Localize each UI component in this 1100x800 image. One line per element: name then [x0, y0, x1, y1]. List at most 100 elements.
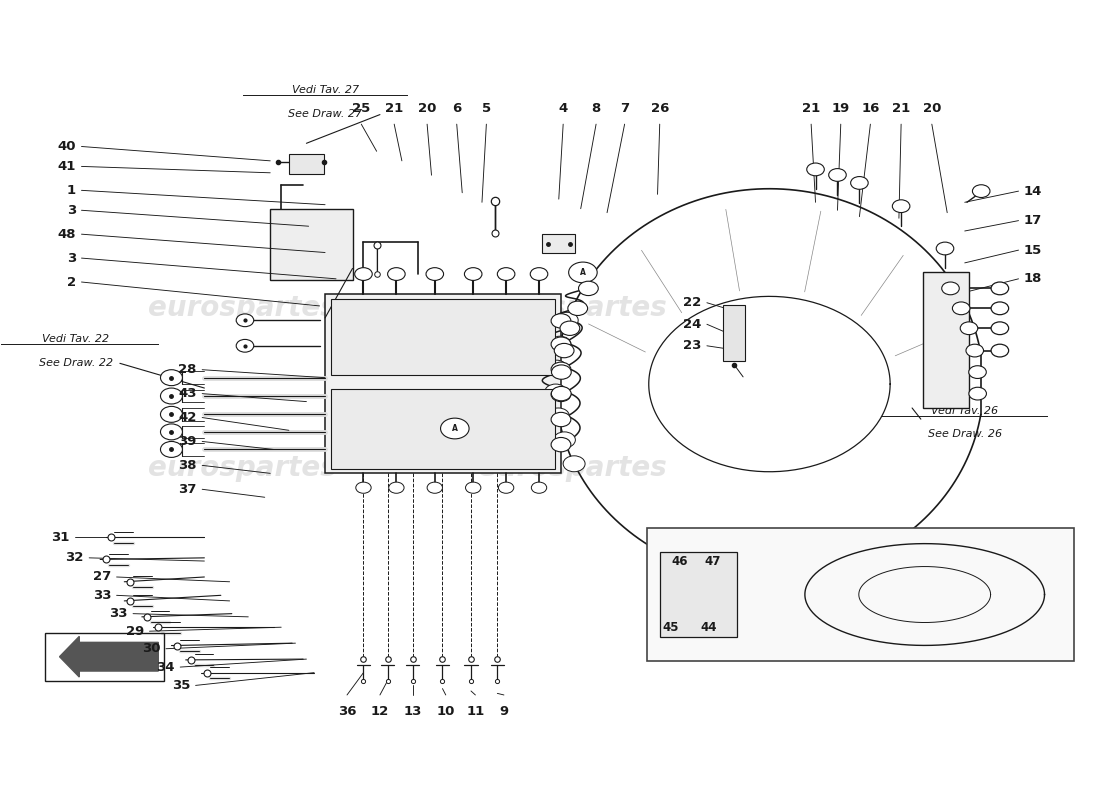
- Circle shape: [554, 343, 574, 358]
- Text: 31: 31: [51, 530, 69, 544]
- Circle shape: [806, 163, 824, 176]
- Circle shape: [161, 406, 183, 422]
- Circle shape: [549, 336, 571, 352]
- Text: 18: 18: [1024, 272, 1043, 286]
- Text: 5: 5: [482, 102, 491, 114]
- Circle shape: [892, 200, 910, 213]
- Text: eurospartes: eurospartes: [477, 294, 667, 322]
- Circle shape: [551, 387, 571, 402]
- Circle shape: [161, 388, 183, 404]
- Text: 32: 32: [65, 551, 84, 564]
- Circle shape: [568, 301, 587, 315]
- Text: 21: 21: [892, 102, 910, 114]
- Text: 29: 29: [125, 625, 144, 638]
- Circle shape: [936, 242, 954, 255]
- Text: 24: 24: [683, 318, 702, 330]
- Circle shape: [236, 339, 254, 352]
- Text: 13: 13: [404, 705, 422, 718]
- Text: A: A: [580, 268, 586, 277]
- Circle shape: [465, 482, 481, 494]
- Circle shape: [551, 337, 571, 351]
- Text: 23: 23: [683, 339, 702, 352]
- Text: 27: 27: [92, 570, 111, 583]
- Circle shape: [553, 432, 575, 448]
- Text: 4: 4: [559, 102, 568, 114]
- Bar: [271, 209, 352, 281]
- Text: 26: 26: [650, 102, 669, 114]
- Text: 12: 12: [371, 705, 389, 718]
- Text: 3: 3: [67, 251, 76, 265]
- Text: 39: 39: [178, 435, 197, 448]
- Text: 41: 41: [57, 160, 76, 173]
- Text: 9: 9: [499, 705, 508, 718]
- Circle shape: [161, 442, 183, 458]
- Circle shape: [551, 438, 571, 452]
- Circle shape: [355, 482, 371, 494]
- Text: 37: 37: [178, 482, 197, 496]
- Text: 45: 45: [662, 621, 679, 634]
- Text: 20: 20: [923, 102, 940, 114]
- Circle shape: [972, 185, 990, 198]
- Bar: [542, 234, 575, 254]
- Circle shape: [557, 312, 579, 328]
- Circle shape: [953, 302, 970, 314]
- Text: 42: 42: [178, 411, 197, 424]
- Circle shape: [942, 282, 959, 294]
- Circle shape: [498, 482, 514, 494]
- Text: 16: 16: [861, 102, 880, 114]
- Circle shape: [850, 177, 868, 190]
- Text: 33: 33: [109, 607, 128, 620]
- Circle shape: [551, 412, 571, 426]
- Text: A: A: [452, 424, 458, 433]
- Text: 1: 1: [67, 184, 76, 197]
- Bar: [331, 299, 556, 374]
- Circle shape: [560, 321, 580, 335]
- Text: 8: 8: [592, 102, 601, 114]
- Text: 14: 14: [1024, 185, 1043, 198]
- Bar: [289, 154, 324, 174]
- Text: 11: 11: [466, 705, 484, 718]
- Text: Vedi Tav. 22: Vedi Tav. 22: [43, 334, 110, 344]
- Text: 34: 34: [156, 661, 175, 674]
- Text: 22: 22: [683, 296, 702, 310]
- Text: 46: 46: [671, 554, 688, 567]
- Circle shape: [569, 262, 597, 283]
- Circle shape: [966, 344, 983, 357]
- Circle shape: [579, 282, 598, 295]
- Circle shape: [426, 268, 443, 281]
- FancyArrow shape: [59, 636, 158, 677]
- Circle shape: [991, 322, 1009, 334]
- Text: 35: 35: [172, 679, 190, 692]
- Circle shape: [960, 322, 978, 334]
- Circle shape: [969, 387, 987, 400]
- Bar: [660, 552, 737, 638]
- Bar: [45, 633, 164, 681]
- Circle shape: [531, 482, 547, 494]
- Circle shape: [388, 482, 404, 494]
- Circle shape: [387, 268, 405, 281]
- Text: 44: 44: [701, 621, 717, 634]
- Text: 40: 40: [57, 140, 76, 153]
- Text: eurospartes: eurospartes: [148, 454, 338, 482]
- Bar: [331, 389, 556, 470]
- Circle shape: [236, 314, 254, 326]
- Text: 10: 10: [437, 705, 455, 718]
- Circle shape: [969, 366, 987, 378]
- Text: 21: 21: [802, 102, 821, 114]
- Circle shape: [563, 456, 585, 472]
- Bar: [724, 305, 746, 361]
- Circle shape: [530, 268, 548, 281]
- Text: See Draw. 27: See Draw. 27: [288, 109, 362, 119]
- Circle shape: [991, 344, 1009, 357]
- Circle shape: [548, 408, 570, 424]
- Text: 19: 19: [832, 102, 850, 114]
- Circle shape: [551, 362, 571, 377]
- Circle shape: [497, 268, 515, 281]
- Text: 33: 33: [92, 589, 111, 602]
- Text: 17: 17: [1024, 214, 1043, 227]
- Bar: [326, 294, 561, 474]
- Circle shape: [546, 360, 568, 376]
- Text: Vedi Tav. 26: Vedi Tav. 26: [932, 406, 999, 416]
- Text: eurospartes: eurospartes: [477, 454, 667, 482]
- Text: 38: 38: [178, 459, 197, 472]
